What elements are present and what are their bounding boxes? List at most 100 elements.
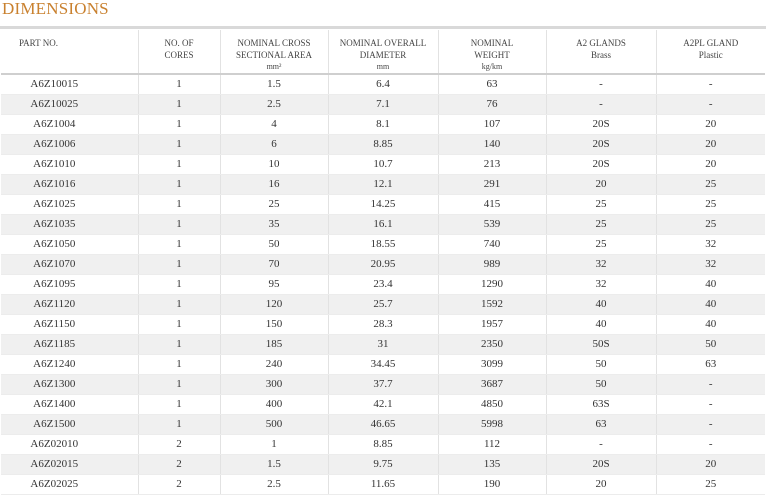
cell-diameter: 28.3 <box>327 314 438 335</box>
cell-cross-section: 185 <box>219 334 328 355</box>
header-row: PART NO. NO. OF CORES NOMINAL CROSS SECTIO… <box>1 30 765 75</box>
cell-diameter: 18.55 <box>327 234 438 255</box>
cell-plastic-gland: - <box>655 394 765 415</box>
cell-cross-section: 1.5 <box>219 74 328 95</box>
cell-brass-gland: 25 <box>545 234 656 255</box>
cell-cores: 1 <box>137 234 220 255</box>
cell-plastic-gland: 25 <box>655 474 765 495</box>
cell-cores: 1 <box>137 114 220 135</box>
cell-part-no: A6Z1185 <box>1 334 138 355</box>
cell-part-no: A6Z1016 <box>1 174 138 195</box>
cell-part-no: A6Z1006 <box>1 134 138 155</box>
cell-plastic-gland: 40 <box>655 294 765 315</box>
table-row: A6Z02025 2 2.5 11.65 190 20 25 <box>1 474 765 495</box>
cell-plastic-gland: 25 <box>655 194 765 215</box>
cell-part-no: A6Z1025 <box>1 194 138 215</box>
cell-weight: 135 <box>437 454 546 475</box>
cell-plastic-gland: 20 <box>655 454 765 475</box>
cell-cores: 2 <box>137 454 220 475</box>
cell-weight: 2350 <box>437 334 546 355</box>
cell-diameter: 12.1 <box>327 174 438 195</box>
cell-diameter: 42.1 <box>327 394 438 415</box>
table-row: A6Z1010 1 10 10.7 213 20S 20 <box>1 154 765 175</box>
table-row: A6Z1016 1 16 12.1 291 20 25 <box>1 174 765 195</box>
cell-brass-gland: - <box>545 94 656 115</box>
table-row: A6Z1500 1 500 46.65 5998 63- <box>1 414 765 435</box>
cell-cores: 2 <box>137 474 220 495</box>
cell-part-no: A6Z1150 <box>1 314 138 335</box>
cell-diameter: 8.85 <box>327 134 438 155</box>
cell-cross-section: 6 <box>219 134 328 155</box>
cell-cross-section: 25 <box>219 194 328 215</box>
cell-diameter: 11.65 <box>327 474 438 495</box>
cell-cores: 1 <box>137 94 220 115</box>
cell-diameter: 10.7 <box>327 154 438 175</box>
cell-weight: 1290 <box>437 274 546 295</box>
table-row: A6Z1006 1 6 8.85 140 20S 20 <box>1 134 765 155</box>
cell-brass-gland: 63 <box>545 414 656 435</box>
cell-part-no: A6Z1095 <box>1 274 138 295</box>
col-header-cross-section: NOMINAL CROSS SECTIONAL AREA mm² <box>219 30 328 75</box>
cell-weight: 4850 <box>437 394 546 415</box>
cell-diameter: 6.4 <box>327 74 438 95</box>
table-row: A6Z1050 1 50 18.55 740 25 32 <box>1 234 765 255</box>
cell-cores: 2 <box>137 434 220 455</box>
col-header-cores: NO. OF CORES <box>137 30 220 75</box>
cell-weight: 3099 <box>437 354 546 375</box>
cell-cross-section: 70 <box>219 254 328 275</box>
table-row: A6Z1300 1 300 37.7 3687 50- <box>1 374 765 395</box>
table-row: A6Z10025 1 2.5 7.1 76- - <box>1 94 765 115</box>
cell-diameter: 14.25 <box>327 194 438 215</box>
table-row: A6Z10015 1 1.5 6.4 63- - <box>1 74 765 95</box>
cell-weight: 1592 <box>437 294 546 315</box>
cell-cross-section: 150 <box>219 314 328 335</box>
cell-cross-section: 500 <box>219 414 328 435</box>
cell-plastic-gland: 20 <box>655 134 765 155</box>
cell-cores: 1 <box>137 154 220 175</box>
col-header-diameter: NOMINAL OVERALL DIAMETER mm <box>327 30 438 75</box>
cell-cross-section: 120 <box>219 294 328 315</box>
cell-diameter: 8.85 <box>327 434 438 455</box>
cell-weight: 5998 <box>437 414 546 435</box>
dimensions-table: PART NO. NO. OF CORES NOMINAL CROSS SECTIO… <box>1 30 765 495</box>
cell-plastic-gland: - <box>655 434 765 455</box>
cell-part-no: A6Z10025 <box>1 94 138 115</box>
cell-cross-section: 50 <box>219 234 328 255</box>
cell-plastic-gland: 63 <box>655 354 765 375</box>
cell-cores: 1 <box>137 414 220 435</box>
table-row: A6Z1240 1 240 34.45 3099 50 63 <box>1 354 765 375</box>
cell-brass-gland: 40 <box>545 294 656 315</box>
table-row: A6Z1185 1 185 31 2350 50S 50 <box>1 334 765 355</box>
cell-diameter: 34.45 <box>327 354 438 375</box>
cell-cross-section: 300 <box>219 374 328 395</box>
cell-weight: 3687 <box>437 374 546 395</box>
cell-weight: 140 <box>437 134 546 155</box>
cell-weight: 1957 <box>437 314 546 335</box>
cell-cores: 1 <box>137 194 220 215</box>
cell-weight: 740 <box>437 234 546 255</box>
cell-cross-section: 2.5 <box>219 94 328 115</box>
cell-plastic-gland: 40 <box>655 314 765 335</box>
cell-diameter: 31 <box>327 334 438 355</box>
cell-brass-gland: 50 <box>545 354 656 375</box>
cell-brass-gland: 20 <box>545 174 656 195</box>
cell-plastic-gland: 25 <box>655 174 765 195</box>
cell-cores: 1 <box>137 134 220 155</box>
cell-weight: 63 <box>437 74 546 95</box>
col-header-plastic-gland: A2PL GLAND Plastic <box>655 30 765 75</box>
table-row: A6Z1025 1 25 14.25 415 25 25 <box>1 194 765 215</box>
cell-cross-section: 16 <box>219 174 328 195</box>
table-row: A6Z1070 1 70 20.95 989 32 32 <box>1 254 765 275</box>
col-header-part-no: PART NO. <box>1 30 138 75</box>
cell-brass-gland: 50 <box>545 374 656 395</box>
cell-cores: 1 <box>137 294 220 315</box>
cell-part-no: A6Z02025 <box>1 474 138 495</box>
cell-cross-section: 35 <box>219 214 328 235</box>
cell-cross-section: 95 <box>219 274 328 295</box>
cell-plastic-gland: 20 <box>655 114 765 135</box>
cell-brass-gland: 20S <box>545 454 656 475</box>
cell-cores: 1 <box>137 374 220 395</box>
cell-cores: 1 <box>137 214 220 235</box>
table-row: A6Z1120 1 120 25.7 1592 40 40 <box>1 294 765 315</box>
cell-brass-gland: 25 <box>545 194 656 215</box>
